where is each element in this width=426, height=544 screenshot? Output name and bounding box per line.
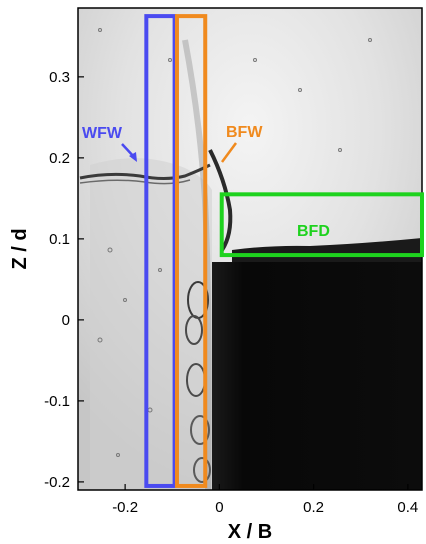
bfw-arrow <box>220 142 238 163</box>
bfw-label: BFW <box>226 124 263 141</box>
x-tick-label: 0.2 <box>303 499 324 516</box>
y-tick-label: 0.2 <box>49 150 70 167</box>
y-tick-label: -0.2 <box>44 474 70 491</box>
y-axis: 0.3 0.2 0.1 0 -0.1 -0.2 <box>44 69 84 491</box>
y-tick-label: 0.3 <box>49 69 70 86</box>
solid-body <box>212 262 422 490</box>
x-tick-label: -0.2 <box>112 499 138 516</box>
x-tick-label: 0 <box>215 499 223 516</box>
plot-area <box>77 7 423 491</box>
vortex-blob <box>185 315 203 345</box>
bubbles <box>97 28 372 457</box>
x-axis: -0.2 0 0.2 0.4 <box>112 484 418 516</box>
y-tick-label: 0.1 <box>49 231 70 248</box>
region-boxes <box>144 14 424 488</box>
front-water-surface <box>79 163 211 180</box>
y-axis-label: Z / d <box>9 228 31 269</box>
wfw-label: WFW <box>82 125 123 142</box>
bfd-label: BFD <box>297 223 330 240</box>
x-axis-label: X / B <box>228 521 272 543</box>
x-tick-label: 0.4 <box>397 499 418 516</box>
y-tick-label: -0.1 <box>44 393 70 410</box>
region-annotations: WFW BFW BFD <box>82 124 330 240</box>
corner-splash <box>208 149 233 252</box>
vortex-blob <box>193 457 211 483</box>
region-box-wfw <box>144 14 177 488</box>
wake-region <box>90 158 212 490</box>
y-tick-label: 0 <box>62 312 70 329</box>
region-box-bfw <box>174 14 208 488</box>
region-box-bfd <box>219 192 424 258</box>
wfw-arrowhead <box>129 152 137 162</box>
vortex-blob <box>190 415 210 445</box>
